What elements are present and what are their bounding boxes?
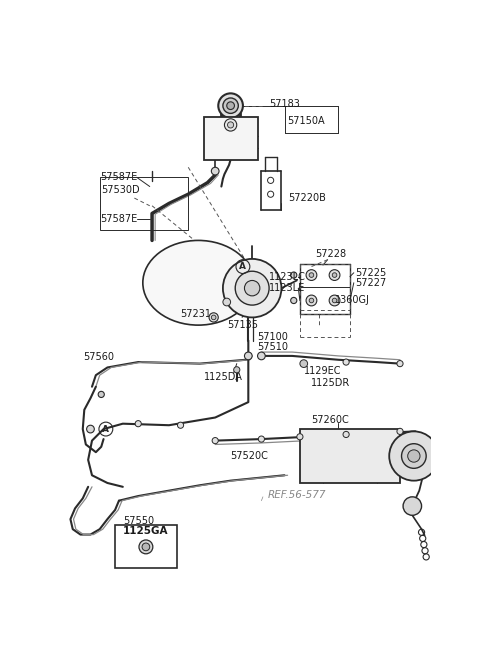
Text: 57100: 57100 <box>258 332 288 342</box>
Circle shape <box>142 543 150 551</box>
Circle shape <box>306 295 317 306</box>
Text: 57231: 57231 <box>180 308 212 319</box>
Text: 57550: 57550 <box>123 516 154 527</box>
Circle shape <box>235 271 269 305</box>
Circle shape <box>309 298 314 303</box>
Bar <box>300 429 400 483</box>
Circle shape <box>135 420 141 427</box>
Circle shape <box>402 443 426 468</box>
Bar <box>100 177 188 230</box>
Circle shape <box>178 422 184 428</box>
Circle shape <box>218 93 243 118</box>
Circle shape <box>306 270 317 281</box>
Circle shape <box>297 434 303 440</box>
Circle shape <box>234 367 240 373</box>
Circle shape <box>86 425 94 433</box>
Text: 57530D: 57530D <box>101 186 140 195</box>
Circle shape <box>209 313 218 322</box>
Circle shape <box>98 392 104 398</box>
Bar <box>204 117 258 159</box>
Circle shape <box>223 98 238 113</box>
Text: 57225: 57225 <box>355 268 386 277</box>
Text: A: A <box>240 262 246 271</box>
Circle shape <box>332 298 337 303</box>
Text: 1125GA: 1125GA <box>123 527 168 537</box>
Text: 1123LC: 1123LC <box>269 272 306 281</box>
Circle shape <box>291 272 297 278</box>
Circle shape <box>397 428 403 434</box>
Text: 57260C: 57260C <box>312 415 349 425</box>
Text: 1123LE: 1123LE <box>269 283 305 293</box>
Circle shape <box>329 295 340 306</box>
Circle shape <box>343 359 349 365</box>
Text: 57150A: 57150A <box>287 116 324 126</box>
Text: 57587E: 57587E <box>100 214 137 224</box>
Text: 1125DA: 1125DA <box>204 373 242 382</box>
Circle shape <box>408 450 420 462</box>
Circle shape <box>223 259 281 318</box>
Text: 1360GJ: 1360GJ <box>335 295 370 306</box>
Text: 57135: 57135 <box>227 320 258 330</box>
Bar <box>115 525 177 567</box>
Text: 57510: 57510 <box>258 342 288 352</box>
Circle shape <box>309 273 314 277</box>
Circle shape <box>228 122 234 128</box>
Circle shape <box>211 167 219 175</box>
Text: 57587E: 57587E <box>100 173 137 182</box>
Text: 57560: 57560 <box>83 352 114 363</box>
Ellipse shape <box>143 240 254 325</box>
Circle shape <box>300 359 308 367</box>
Circle shape <box>329 270 340 281</box>
Circle shape <box>332 273 337 277</box>
Circle shape <box>227 102 234 110</box>
Text: 57183: 57183 <box>269 99 300 109</box>
Circle shape <box>403 497 421 516</box>
Text: 1129EC: 1129EC <box>304 366 341 377</box>
Text: 57227: 57227 <box>355 277 386 288</box>
Circle shape <box>211 315 216 319</box>
Circle shape <box>258 352 265 359</box>
Text: A: A <box>102 424 109 434</box>
Circle shape <box>343 432 349 438</box>
Circle shape <box>244 281 260 296</box>
Circle shape <box>389 432 439 481</box>
Circle shape <box>258 436 264 442</box>
Circle shape <box>212 438 218 443</box>
Text: 57220B: 57220B <box>288 193 326 203</box>
Text: 57228: 57228 <box>315 249 347 259</box>
Circle shape <box>223 298 230 306</box>
Circle shape <box>225 119 237 131</box>
Circle shape <box>397 361 403 367</box>
Text: 57520C: 57520C <box>230 451 268 461</box>
Text: 1125DR: 1125DR <box>312 378 351 388</box>
Text: REF.56-577: REF.56-577 <box>267 489 326 499</box>
Circle shape <box>244 352 252 359</box>
Circle shape <box>291 297 297 304</box>
Circle shape <box>139 540 153 554</box>
